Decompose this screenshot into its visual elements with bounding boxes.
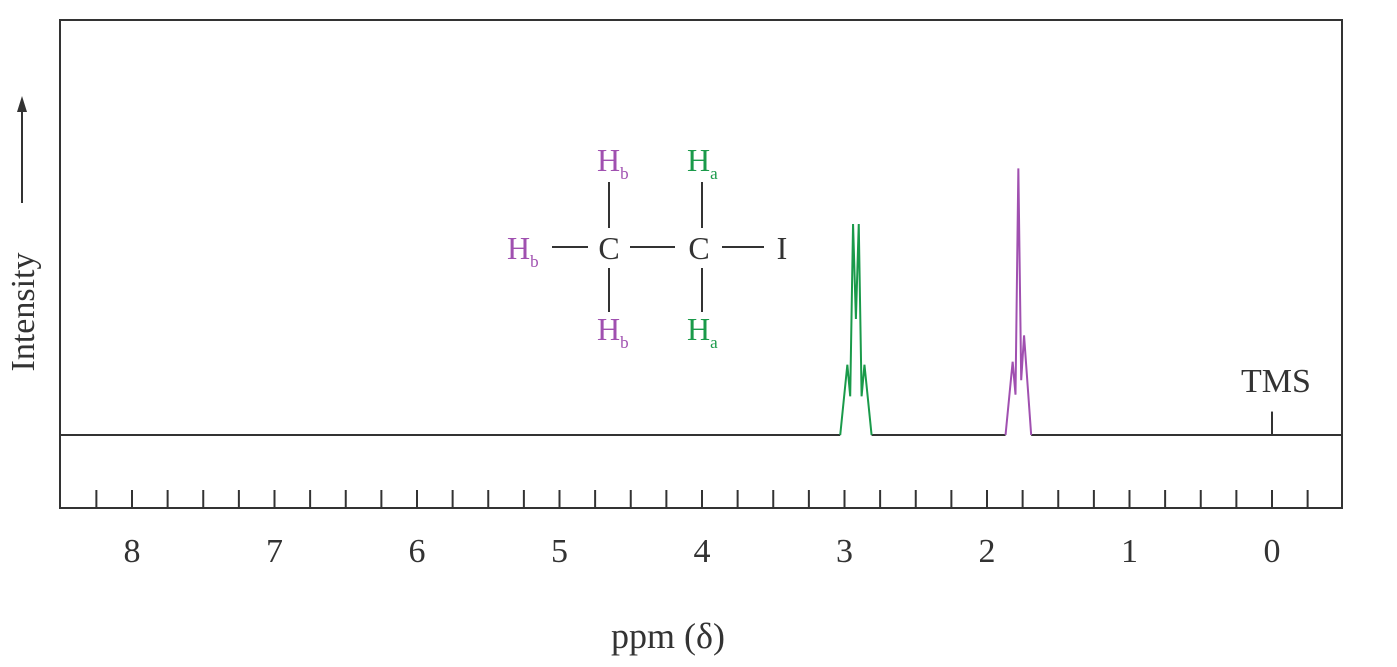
atom-carbon-left: C (598, 230, 619, 266)
x-axis-tick-labels: 8 7 6 5 4 3 2 1 0 (124, 533, 1281, 570)
x-axis-tick-label: 0 (1264, 533, 1281, 570)
x-axis-label: ppm (δ) (611, 616, 725, 656)
x-axis-tick-label: 1 (1121, 533, 1138, 570)
tms-annotation: TMS (1241, 363, 1311, 400)
atom-hb-left: Hb (507, 230, 539, 271)
atom-hb-bottom: Hb (597, 311, 629, 352)
hb-top-base: H (597, 142, 620, 178)
x-axis-ticks (95, 490, 1309, 508)
atom-ha-bottom: Ha (687, 311, 718, 352)
spectrum-peaks (839, 168, 1273, 437)
x-axis-tick-label: 6 (409, 533, 426, 570)
hb-bottom-sub: b (620, 333, 629, 352)
x-axis-tick-label: 3 (836, 533, 853, 570)
atom-ha-top: Ha (687, 142, 718, 183)
ha-bottom-sub: a (710, 333, 718, 352)
spectrum-multiplet (839, 224, 873, 436)
hb-left-base: H (507, 230, 530, 266)
atom-carbon-right: C (688, 230, 709, 266)
hb-top-sub: b (620, 164, 629, 183)
x-axis-tick-label: 4 (694, 533, 711, 570)
ha-top-sub: a (710, 164, 718, 183)
spectrum-multiplet (1004, 168, 1033, 436)
y-axis-arrow-icon (17, 96, 27, 203)
y-axis-label: Intensity (5, 253, 42, 372)
atom-hb-top: Hb (597, 142, 629, 183)
hb-left-sub: b (530, 252, 539, 271)
molecule-structure: C C I Hb Hb Hb Ha Ha (507, 142, 787, 352)
ha-top-base: H (687, 142, 710, 178)
x-axis-tick-label: 5 (551, 533, 568, 570)
atom-iodine: I (777, 230, 788, 266)
ha-bottom-base: H (687, 311, 710, 347)
hb-bottom-base: H (597, 311, 620, 347)
x-axis-tick-label: 8 (124, 533, 141, 570)
x-axis-tick-label: 2 (979, 533, 996, 570)
x-axis-tick-label: 7 (266, 533, 283, 570)
